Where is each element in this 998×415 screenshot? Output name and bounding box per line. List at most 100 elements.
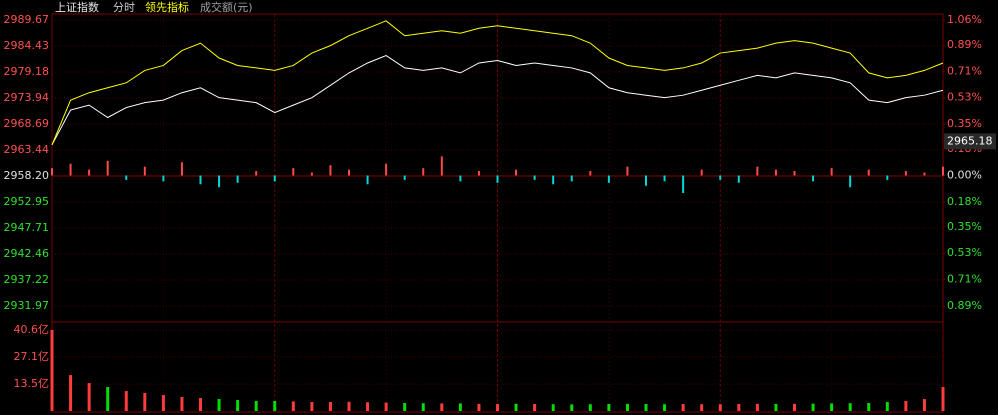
diff-bar bbox=[700, 169, 703, 176]
volume-bar bbox=[718, 404, 722, 411]
diff-bar bbox=[403, 175, 406, 180]
volume-bar bbox=[885, 402, 889, 411]
volume-bar bbox=[570, 404, 574, 411]
diff-bar bbox=[125, 175, 128, 180]
diff-bar bbox=[886, 175, 889, 180]
y2-tick-label: 0.53% bbox=[947, 246, 982, 259]
diff-bar bbox=[143, 166, 146, 176]
diff-bar bbox=[793, 171, 796, 176]
diff-bar bbox=[682, 175, 685, 194]
price-line bbox=[51, 54, 944, 145]
volume-bar bbox=[180, 397, 184, 411]
volume-bar bbox=[106, 387, 110, 411]
y2-tick-label: 0.35% bbox=[947, 117, 982, 130]
y-tick-label: 2947.71 bbox=[4, 221, 50, 234]
diff-bar bbox=[552, 175, 555, 185]
y2-tick-label: 1.06% bbox=[947, 13, 982, 26]
volume-bar bbox=[161, 395, 165, 411]
volume-bar bbox=[254, 401, 258, 411]
volume-bar bbox=[941, 387, 945, 411]
volume-title: 成交额(元) bbox=[200, 0, 253, 14]
volume-bar bbox=[477, 403, 481, 411]
volume-bar bbox=[217, 399, 221, 411]
diff-bar bbox=[719, 175, 722, 180]
volume-bar bbox=[199, 398, 202, 411]
diff-bar bbox=[477, 171, 480, 176]
diff-bar bbox=[774, 169, 777, 176]
diff-bar bbox=[570, 175, 573, 182]
diff-bar bbox=[496, 175, 499, 183]
y-tick-label: 2989.67 bbox=[4, 13, 50, 26]
diff-bar bbox=[69, 163, 72, 176]
diff-bar bbox=[106, 160, 109, 176]
volume-bar bbox=[607, 404, 611, 411]
chart-subtitle: 分时 bbox=[113, 1, 135, 14]
diff-bar bbox=[533, 175, 536, 180]
volume-tick-label: 27.1亿 bbox=[14, 350, 50, 363]
diff-bar bbox=[626, 166, 629, 176]
y-tick-label: 2952.95 bbox=[4, 195, 50, 208]
diff-bar bbox=[236, 175, 239, 183]
diff-bar bbox=[51, 168, 53, 176]
last-value-label: 2965.18 bbox=[947, 134, 993, 147]
last-value-box bbox=[944, 133, 996, 150]
volume-bar bbox=[848, 403, 852, 411]
diff-bar bbox=[88, 169, 91, 176]
diff-bar bbox=[645, 175, 647, 186]
volume-bar bbox=[663, 404, 667, 411]
volume-bar bbox=[625, 403, 629, 411]
volume-bar bbox=[496, 404, 499, 411]
diff-bar bbox=[737, 175, 740, 183]
volume-bar bbox=[366, 402, 370, 411]
diff-bar bbox=[218, 175, 221, 188]
y2-tick-label: 0.35% bbox=[947, 220, 982, 233]
y-tick-label: 2937.22 bbox=[4, 273, 50, 286]
volume-bar bbox=[867, 403, 871, 411]
y-tick-label: 2958.20 bbox=[4, 169, 50, 182]
y2-tick-label: 0.18% bbox=[947, 195, 982, 208]
price-line bbox=[51, 20, 944, 145]
volume-bar bbox=[87, 383, 91, 411]
diff-bar bbox=[515, 169, 518, 176]
diff-bar bbox=[849, 175, 852, 188]
volume-bar bbox=[291, 401, 295, 411]
volume-bar bbox=[737, 404, 741, 411]
volume-bar bbox=[514, 403, 518, 411]
y2-tick-label: 0.71% bbox=[947, 64, 982, 77]
diff-bar bbox=[385, 163, 388, 176]
diff-bar bbox=[904, 171, 907, 176]
diff-bar bbox=[663, 175, 666, 182]
diff-bar bbox=[162, 175, 165, 182]
diff-bar bbox=[366, 175, 369, 185]
diff-bar bbox=[756, 166, 759, 176]
volume-bar bbox=[236, 400, 240, 411]
diff-bar bbox=[607, 175, 610, 183]
diff-bar bbox=[310, 172, 313, 176]
volume-bar bbox=[588, 404, 592, 411]
y-tick-label: 2963.44 bbox=[4, 143, 50, 156]
volume-bar bbox=[755, 403, 759, 411]
legend-entry: 领先指标 bbox=[145, 0, 189, 14]
volume-bar bbox=[143, 393, 147, 411]
volume-bar bbox=[681, 404, 685, 411]
volume-bar bbox=[830, 403, 834, 411]
volume-bar bbox=[50, 330, 54, 411]
volume-bar bbox=[421, 403, 425, 411]
diff-bar bbox=[459, 175, 462, 182]
y2-tick-label: 0.00% bbox=[947, 168, 982, 181]
diff-bar bbox=[867, 169, 870, 176]
volume-bar bbox=[458, 403, 462, 411]
volume-bar bbox=[403, 403, 407, 411]
diff-bar bbox=[273, 175, 276, 182]
y-tick-label: 2973.94 bbox=[4, 91, 50, 104]
diff-bar bbox=[422, 168, 425, 176]
diff-bar bbox=[199, 175, 202, 185]
volume-bar bbox=[384, 402, 388, 411]
volume-bar bbox=[310, 402, 314, 411]
volume-bar bbox=[774, 404, 778, 411]
diff-bar bbox=[440, 156, 443, 176]
volume-bar bbox=[347, 401, 351, 411]
y-tick-label: 2931.97 bbox=[4, 299, 50, 312]
diff-bar bbox=[942, 166, 944, 176]
